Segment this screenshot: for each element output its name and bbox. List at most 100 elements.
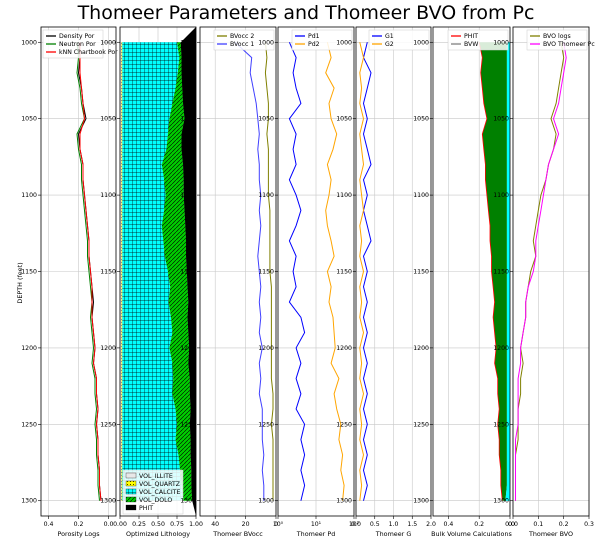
y-tick-label: 1250 — [258, 421, 274, 428]
legend-entry: BVO Thomeer Pc — [543, 41, 595, 48]
y-tick-label: 1050 — [100, 116, 116, 123]
track-3: 40 20 0 Thomeer BVocc 1000 1050 1100 1150 1200 12… — [180, 26, 278, 538]
x-tick-label: 1.0 — [389, 521, 399, 528]
x-tick-label: 0.0 — [508, 521, 518, 528]
x-tick-label: 0 — [274, 521, 278, 528]
legend-entry: Pd2 — [308, 41, 320, 48]
litho-area-4 — [161, 42, 193, 501]
x-tick-label: 0.1 — [533, 521, 543, 528]
x-tick-label: 0.3 — [584, 521, 594, 528]
x-tick-label: 0.2 — [74, 521, 84, 528]
y-tick-label: 1150 — [21, 269, 37, 276]
y-tick-label: 1000 — [493, 39, 509, 46]
y-tick-label: 1000 — [336, 39, 352, 46]
litho-area-2 — [121, 42, 123, 501]
x-tick-label: 0.00 — [113, 521, 127, 528]
x-tick-label: 0.2 — [559, 521, 569, 528]
y-tick-label: 1200 — [413, 345, 429, 352]
x-tick-label: 10¹ — [311, 521, 322, 528]
x-tick-label: 10⁰ — [273, 521, 284, 528]
series-5-1-line — [362, 42, 372, 501]
track-xlabel: Porosity Logs — [57, 530, 100, 538]
series-7-2-line — [515, 42, 567, 501]
y-tick-label: 1100 — [493, 192, 509, 199]
y-tick-label: 1000 — [21, 39, 37, 46]
y-tick-label: 1300 — [413, 498, 429, 505]
y-tick-label: 1250 — [180, 421, 196, 428]
y-tick-label: 1050 — [180, 116, 196, 123]
y-tick-label: 1150 — [413, 269, 429, 276]
y-tick-label: 1000 — [100, 39, 116, 46]
y-tick-label: 1250 — [21, 421, 37, 428]
y-tick-label: 1200 — [21, 345, 37, 352]
legend-entry: BVocc 2 — [230, 33, 254, 40]
y-tick-label: 1250 — [336, 421, 352, 428]
y-tick-label: 1100 — [180, 192, 196, 199]
y-tick-label: 1300 — [336, 498, 352, 505]
legend-entry: Neutron Por — [59, 41, 96, 48]
y-tick-label: 1150 — [493, 269, 509, 276]
x-tick-label: 20 — [242, 521, 250, 528]
legend-entry: VOL_DOLO — [139, 497, 172, 504]
series-5-2-line — [359, 42, 365, 501]
legend-entry: VOL_CALCITE — [139, 489, 180, 496]
phit-line — [478, 42, 503, 501]
y-tick-label: 1100 — [100, 192, 116, 199]
x-tick-label: 1.00 — [189, 521, 203, 528]
x-tick-label: 0.5 — [370, 521, 380, 528]
y-tick-label: 1050 — [258, 116, 274, 123]
x-tick-label: 0.50 — [151, 521, 165, 528]
x-tick-label: 2.0 — [426, 521, 436, 528]
y-tick-label: 1300 — [493, 498, 509, 505]
legend-entry: BVocc 1 — [230, 41, 254, 48]
y-tick-label: 1000 — [258, 39, 274, 46]
x-tick-label: 0.25 — [132, 521, 146, 528]
track-xlabel: Thomeer BVO — [528, 530, 573, 538]
x-tick-label: 0.0 — [505, 521, 515, 528]
track-4: 10⁰ 10¹ 10² Thomeer Pd 1000 1050 1100 1150 1200 1… — [258, 26, 360, 538]
y-tick-label: 1050 — [493, 116, 509, 123]
legend-entry: BVW — [464, 41, 478, 48]
track-6: 0.4 0.2 0.0 Bulk Volume Calculations 1000 105… — [413, 26, 515, 538]
y-tick-label: 1000 — [180, 39, 196, 46]
y-tick-label: 1250 — [100, 421, 116, 428]
series-4-2-line — [325, 42, 345, 501]
y-tick-label: 1200 — [258, 345, 274, 352]
legend-entry: Density Por — [59, 33, 95, 40]
y-tick-label: 1050 — [336, 116, 352, 123]
y-tick-label: 1100 — [258, 192, 274, 199]
track-2: 0.00 0.25 0.50 0.75 1.00 Optimized Lithology 1… — [100, 26, 203, 538]
x-tick-label: 0.2 — [474, 521, 484, 528]
y-tick-label: 1300 — [180, 498, 196, 505]
y-axis-label: DEPTH (feet) — [16, 262, 24, 303]
y-tick-label: 1200 — [493, 345, 509, 352]
track-xlabel: Bulk Volume Calculations — [431, 530, 512, 538]
x-tick-label: 0.0 — [104, 521, 114, 528]
y-tick-label: 1250 — [493, 421, 509, 428]
y-tick-label: 1100 — [336, 192, 352, 199]
x-tick-label: 10² — [349, 521, 360, 528]
track-xlabel: Optimized Lithology — [126, 530, 190, 538]
legend-box — [526, 29, 588, 51]
track-xlabel: Thomeer Pd — [296, 530, 336, 538]
legend-box — [213, 29, 275, 51]
legend-entry: PHIT — [464, 33, 478, 40]
legend-entry: PHIT — [139, 505, 153, 512]
legend-entry: VOL_QUARTZ — [139, 481, 180, 488]
legend-box — [291, 29, 353, 51]
legend-entry: G2 — [385, 41, 394, 48]
x-tick-label: 0.4 — [44, 521, 54, 528]
legend-entry: BVO logs — [543, 33, 571, 40]
x-tick-label: 0.75 — [170, 521, 184, 528]
legend-swatch — [125, 504, 137, 511]
legend-box — [447, 29, 509, 51]
bvo-area — [479, 42, 507, 501]
series-3-2-line — [234, 41, 265, 501]
y-tick-label: 1200 — [100, 345, 116, 352]
track-5: 0.0 0.5 1.0 1.5 2.0 Thomeer G 1000 1050 1100 1150… — [336, 26, 436, 538]
litho-area-3 — [122, 42, 184, 501]
y-tick-label: 1050 — [413, 116, 429, 123]
legend-entry: VOL_ILLITE — [139, 473, 173, 480]
track-7: 0.0 0.1 0.2 0.3 Thomeer BVO 1000 1050 1100 1150 1… — [493, 26, 595, 538]
y-tick-label: 1250 — [413, 421, 429, 428]
